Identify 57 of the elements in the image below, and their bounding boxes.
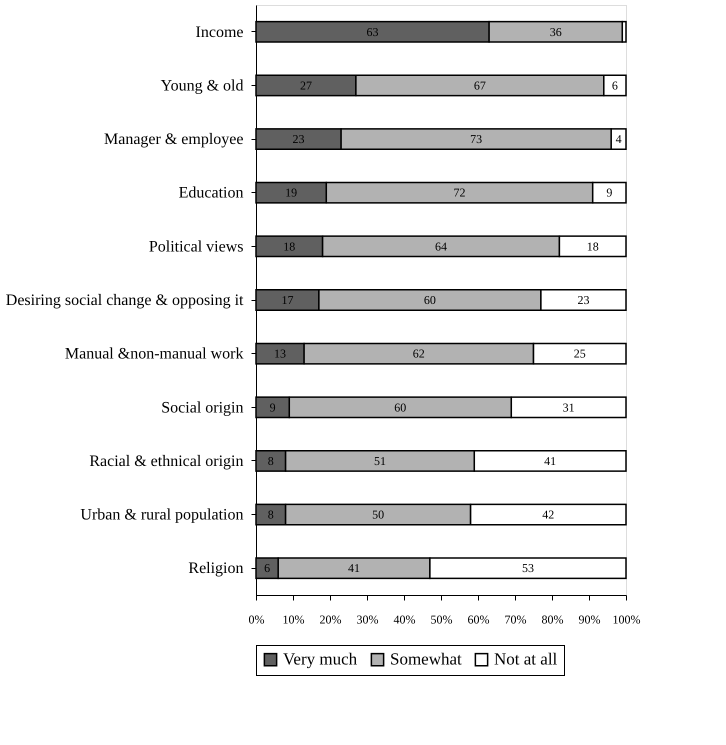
x-tick-label: 60% [468,612,490,626]
legend-label: Not at all [494,650,558,669]
x-tick-label: 40% [394,612,416,626]
data-label: 67 [474,78,486,92]
data-label: 9 [270,400,276,414]
data-label: 19 [285,186,298,200]
data-label: 62 [412,346,425,361]
y-tick-label: Political views [148,238,244,256]
x-tick-label: 100% [612,612,640,626]
x-tick-label: 50% [430,612,452,626]
x-tick-label: 70% [504,612,526,626]
data-label: 36 [550,24,562,39]
y-tick-label: Desiring social change & opposing it [6,292,244,309]
y-tick-label: Religion [188,560,244,578]
data-label: 42 [542,508,554,522]
data-label: 8 [268,454,274,468]
legend-label: Somewhat [390,650,462,669]
data-label: 18 [586,239,599,254]
data-label: 73 [470,132,482,146]
data-label: 27 [300,78,312,92]
data-label: 17 [281,293,294,307]
data-label: 72 [454,186,466,200]
data-label: 8 [268,508,274,522]
y-tick-label: Young & old [160,77,244,94]
data-label: 18 [283,239,296,254]
data-label: 53 [522,561,534,576]
data-label: 63 [366,24,379,39]
data-label: 4 [616,132,622,146]
data-label: 60 [394,400,406,414]
y-tick-label: Education [178,184,244,202]
data-label: 6 [264,561,270,576]
y-tick-label: Racial & ethnical origin [89,452,244,470]
y-tick-label: Manual &non-manual work [64,346,244,363]
x-tick-label: 0% [248,612,264,626]
data-label: 25 [574,346,586,361]
x-tick-label: 90% [578,612,600,626]
data-label: 13 [274,346,286,361]
data-label: 6 [612,78,618,92]
x-tick-label: 10% [282,612,304,626]
y-tick-label: Urban & rural population [80,506,244,524]
data-label: 31 [562,400,575,414]
data-label: 41 [544,454,556,468]
data-label: 41 [348,561,360,576]
legend-label: Very much [283,650,358,669]
y-tick-label: Manager & employee [104,131,244,148]
y-tick-label: Social origin [161,399,244,416]
data-label: 50 [372,508,384,522]
data-label: 51 [374,454,386,468]
data-label: 9 [606,186,612,200]
data-label: 23 [292,132,305,146]
x-tick-label: 80% [542,612,564,626]
x-tick-label: 20% [320,612,342,626]
data-label: 23 [577,293,590,307]
data-label: 64 [435,239,447,254]
data-label: 60 [424,293,436,307]
y-tick-label: Income [196,24,244,41]
x-tick-label: 30% [356,612,378,626]
